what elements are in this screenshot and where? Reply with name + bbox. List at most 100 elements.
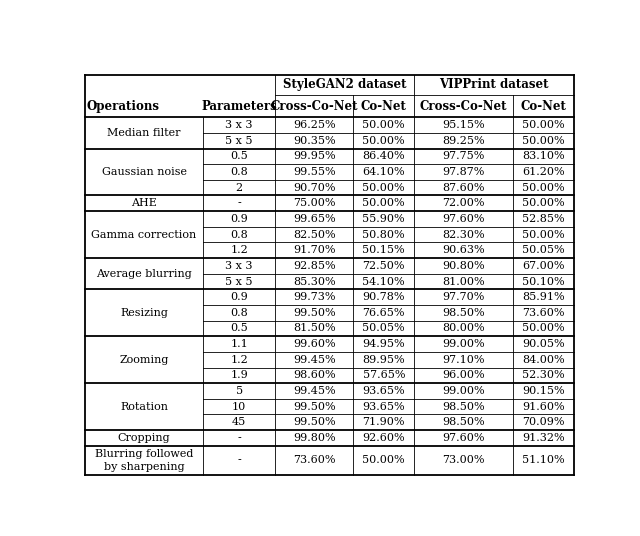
Text: Rotation: Rotation — [120, 401, 168, 412]
Text: Gamma correction: Gamma correction — [92, 229, 196, 240]
Text: 0.8: 0.8 — [230, 167, 248, 177]
Text: VIPPrint dataset: VIPPrint dataset — [439, 78, 548, 91]
Text: Operations: Operations — [87, 100, 160, 113]
Text: 0.8: 0.8 — [230, 308, 248, 318]
Text: 10: 10 — [232, 401, 246, 412]
Text: 93.65%: 93.65% — [362, 401, 405, 412]
Text: -: - — [237, 456, 241, 465]
Text: 67.00%: 67.00% — [522, 261, 564, 271]
Text: 99.65%: 99.65% — [293, 214, 335, 224]
Text: 99.73%: 99.73% — [293, 292, 335, 302]
Text: 73.00%: 73.00% — [442, 456, 484, 465]
Text: 1.2: 1.2 — [230, 245, 248, 255]
Text: 83.10%: 83.10% — [522, 151, 564, 161]
Text: 95.15%: 95.15% — [442, 120, 484, 130]
Text: 50.00%: 50.00% — [522, 323, 564, 333]
Text: 0.5: 0.5 — [230, 151, 248, 161]
Text: 50.00%: 50.00% — [522, 120, 564, 130]
Text: 3 x 3: 3 x 3 — [225, 120, 253, 130]
Text: 91.70%: 91.70% — [293, 245, 335, 255]
Text: 70.09%: 70.09% — [522, 417, 564, 427]
Text: 50.00%: 50.00% — [522, 229, 564, 240]
Text: Median filter: Median filter — [108, 128, 181, 138]
Text: 86.40%: 86.40% — [362, 151, 405, 161]
Text: 97.60%: 97.60% — [442, 433, 484, 443]
Text: 92.85%: 92.85% — [293, 261, 335, 271]
Text: 54.10%: 54.10% — [362, 277, 405, 287]
Text: 96.00%: 96.00% — [442, 370, 484, 381]
Text: 0.8: 0.8 — [230, 229, 248, 240]
Text: 76.65%: 76.65% — [362, 308, 405, 318]
Text: 57.65%: 57.65% — [362, 370, 405, 381]
Text: 3 x 3: 3 x 3 — [225, 261, 253, 271]
Text: 50.15%: 50.15% — [362, 245, 405, 255]
Text: Co-Net: Co-Net — [361, 100, 406, 113]
Text: 50.00%: 50.00% — [362, 198, 405, 209]
Text: 61.20%: 61.20% — [522, 167, 564, 177]
Text: 90.78%: 90.78% — [362, 292, 405, 302]
Text: -: - — [237, 433, 241, 443]
Text: 5: 5 — [236, 386, 243, 396]
Text: 82.50%: 82.50% — [293, 229, 335, 240]
Text: 72.50%: 72.50% — [362, 261, 405, 271]
Text: 98.50%: 98.50% — [442, 401, 484, 412]
Text: 50.00%: 50.00% — [522, 136, 564, 146]
Text: 99.50%: 99.50% — [293, 308, 335, 318]
Text: 99.45%: 99.45% — [293, 355, 335, 364]
Text: 84.00%: 84.00% — [522, 355, 564, 364]
Text: 99.95%: 99.95% — [293, 151, 335, 161]
Text: 98.50%: 98.50% — [442, 308, 484, 318]
Text: 45: 45 — [232, 417, 246, 427]
Text: 0.9: 0.9 — [230, 292, 248, 302]
Text: Gaussian noise: Gaussian noise — [102, 167, 187, 177]
Text: 5 x 5: 5 x 5 — [225, 136, 253, 146]
Text: Cross-Co-Net: Cross-Co-Net — [271, 100, 358, 113]
Text: 99.55%: 99.55% — [293, 167, 335, 177]
Text: 93.65%: 93.65% — [362, 386, 405, 396]
Text: 90.70%: 90.70% — [293, 183, 335, 192]
Text: 89.25%: 89.25% — [442, 136, 484, 146]
Text: Average blurring: Average blurring — [96, 269, 192, 279]
Text: StyleGAN2 dataset: StyleGAN2 dataset — [283, 78, 406, 91]
Text: 50.00%: 50.00% — [362, 136, 405, 146]
Text: 50.00%: 50.00% — [522, 183, 564, 192]
Text: 91.32%: 91.32% — [522, 433, 564, 443]
Text: 50.05%: 50.05% — [522, 245, 564, 255]
Text: Zooming: Zooming — [120, 355, 169, 364]
Text: 87.60%: 87.60% — [442, 183, 484, 192]
Text: 1.1: 1.1 — [230, 339, 248, 349]
Text: 50.00%: 50.00% — [522, 198, 564, 209]
Text: 89.95%: 89.95% — [362, 355, 405, 364]
Text: 99.80%: 99.80% — [293, 433, 335, 443]
Text: 0.5: 0.5 — [230, 323, 248, 333]
Text: 50.10%: 50.10% — [522, 277, 564, 287]
Text: 97.70%: 97.70% — [442, 292, 484, 302]
Text: 81.50%: 81.50% — [293, 323, 335, 333]
Text: 0.9: 0.9 — [230, 214, 248, 224]
Text: 80.00%: 80.00% — [442, 323, 484, 333]
Text: 90.80%: 90.80% — [442, 261, 484, 271]
Text: Resizing: Resizing — [120, 308, 168, 318]
Text: 1.2: 1.2 — [230, 355, 248, 364]
Text: 99.00%: 99.00% — [442, 339, 484, 349]
Text: 85.30%: 85.30% — [293, 277, 335, 287]
Text: 90.15%: 90.15% — [522, 386, 564, 396]
Text: 2: 2 — [236, 183, 243, 192]
Text: 50.00%: 50.00% — [362, 456, 405, 465]
Text: 50.05%: 50.05% — [362, 323, 405, 333]
Text: 64.10%: 64.10% — [362, 167, 405, 177]
Text: 97.87%: 97.87% — [442, 167, 484, 177]
Text: Cross-Co-Net: Cross-Co-Net — [420, 100, 508, 113]
Text: 97.75%: 97.75% — [442, 151, 484, 161]
Text: 73.60%: 73.60% — [522, 308, 564, 318]
Text: Co-Net: Co-Net — [520, 100, 566, 113]
Text: 50.80%: 50.80% — [362, 229, 405, 240]
Text: 98.60%: 98.60% — [293, 370, 335, 381]
Text: 50.00%: 50.00% — [362, 120, 405, 130]
Text: 81.00%: 81.00% — [442, 277, 484, 287]
Text: 98.50%: 98.50% — [442, 417, 484, 427]
Text: 85.91%: 85.91% — [522, 292, 564, 302]
Text: 75.00%: 75.00% — [293, 198, 335, 209]
Text: 97.10%: 97.10% — [442, 355, 484, 364]
Text: 1.9: 1.9 — [230, 370, 248, 381]
